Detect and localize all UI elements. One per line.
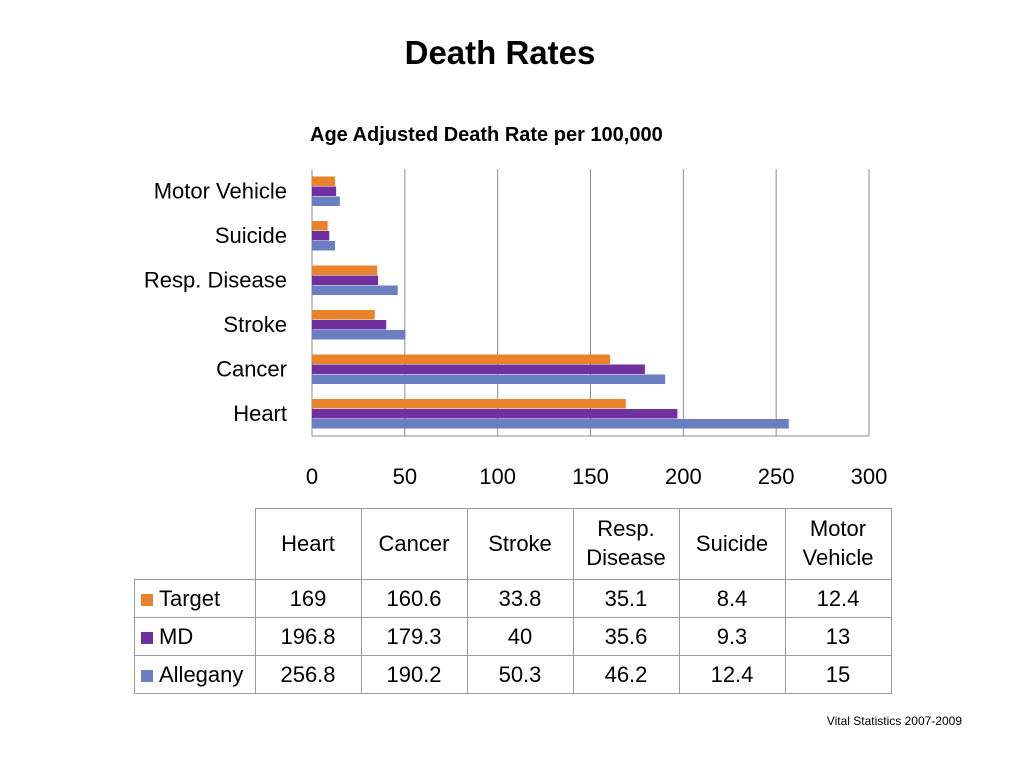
table-cell: 190.2 [360,655,468,694]
table-header-cell: Heart [254,508,362,580]
x-tick-label: 0 [306,464,318,489]
table-cell: 13 [784,617,892,656]
bar-allegany [312,330,406,340]
table-cell: 40 [466,617,574,656]
table-row-header: Target [134,579,256,618]
table-cell: 256.8 [254,655,362,694]
table-row-header: MD [134,617,256,656]
table-cell: 160.6 [360,579,468,618]
table-cell: 50.3 [466,655,574,694]
legend-label: Target [159,585,221,611]
header-text: Motor Vehicle [802,516,874,570]
x-tick-label: 300 [851,464,888,489]
bar-allegany [312,285,398,295]
slide-title: Death Rates [404,34,596,71]
table-cell: 9.3 [678,617,786,656]
table-header-cell: Stroke [466,508,574,580]
table-cell: 15 [784,655,892,694]
chart-title: Age Adjusted Death Rate per 100,000 [310,124,663,146]
header-text: Stroke [488,530,552,556]
bar-md [312,409,678,419]
table-header-row: Heart Cancer Stroke Resp. Disease Suicide… [134,508,892,580]
table-header-cell: Cancer [360,508,468,580]
table-cell: 35.1 [572,579,680,618]
category-label: Stroke [223,312,287,337]
table-cell: 12.4 [784,579,892,618]
legend-label: MD [159,623,194,649]
category-label: Resp. Disease [144,267,287,292]
x-tick-label: 100 [479,464,516,489]
table-cell: 33.8 [466,579,574,618]
category-label: Cancer [216,356,287,381]
data-table: Heart Cancer Stroke Resp. Disease Suicide… [134,508,892,694]
bar-target [312,310,375,320]
legend-swatch [141,593,153,606]
legend-swatch [141,669,153,682]
table-cell: 35.6 [572,617,680,656]
bar-target [312,221,328,231]
header-text: Resp. Disease [586,516,666,570]
bar-md [312,186,337,196]
category-label: Heart [233,401,287,426]
legend-label: Allegany [159,661,244,687]
bar-allegany [312,374,666,384]
source-note: Vital Statistics 2007-2009 [826,714,962,728]
legend-swatch [141,631,153,644]
bar-target [312,265,378,275]
category-label: Motor Vehicle [154,178,287,203]
bar-allegany [312,241,336,251]
bar-md [312,364,645,374]
table-header-cell: Suicide [678,508,786,580]
bar-md [312,320,387,330]
bar-md [312,275,379,285]
table-header-cell: Resp. Disease [572,508,680,580]
bar-chart: 0 50 100 150 200 250 300 Heart Cancer Stroke Resp.… [144,169,888,489]
table-row-header: Allegany [134,655,256,694]
bar-allegany [312,419,789,429]
x-tick-label: 250 [758,464,795,489]
table-cell: 196.8 [254,617,362,656]
table-row: Target 169 160.6 33.8 35.1 8.4 12.4 [134,579,892,618]
bar-md [312,231,330,241]
header-text: Suicide [695,530,769,556]
table-row: MD 196.8 179.3 40 35.6 9.3 13 [134,617,892,656]
x-tick-label: 150 [572,464,609,489]
header-text: Cancer [378,530,450,556]
table-header-cell: Motor Vehicle [784,508,892,580]
x-tick-label: 200 [665,464,702,489]
table-cell: 12.4 [678,655,786,694]
bar-allegany [312,196,340,206]
table-cell: 179.3 [360,617,468,656]
table-corner-cell [134,508,256,580]
bar-target [312,176,336,186]
category-label: Suicide [215,223,287,248]
table-cell: 8.4 [678,579,786,618]
bar-target [312,399,626,409]
header-text: Heart [281,530,335,556]
table-cell: 169 [254,579,362,618]
table-cell: 46.2 [572,655,680,694]
x-tick-label: 50 [393,464,417,489]
bar-target [312,354,611,364]
table-row: Allegany 256.8 190.2 50.3 46.2 12.4 15 [134,655,892,694]
